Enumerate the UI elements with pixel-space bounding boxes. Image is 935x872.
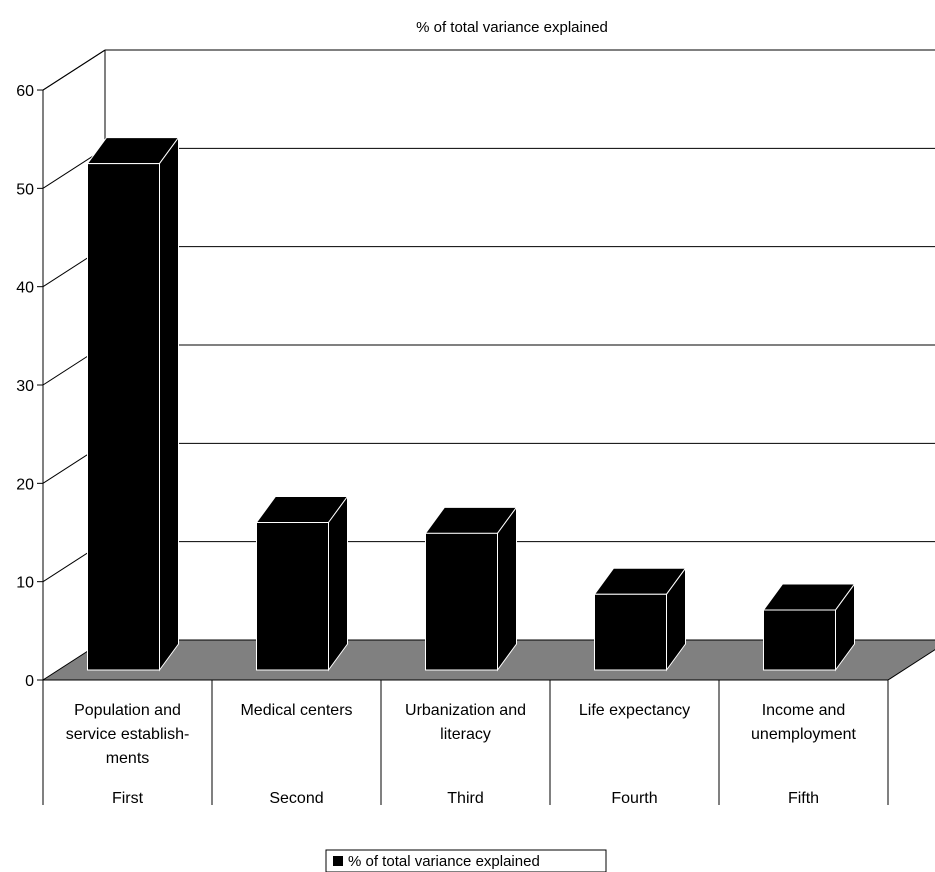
legend-swatch	[333, 856, 343, 866]
chart-title: % of total variance explained	[416, 19, 608, 36]
x-tick-label: Population and	[74, 702, 181, 719]
y-tick-label: 10	[16, 575, 34, 592]
y-tick-label: 40	[16, 280, 34, 297]
y-tick-label: 60	[16, 83, 34, 100]
y-tick-label: 20	[16, 476, 34, 493]
gridlines	[42, 49, 935, 583]
x-tick-label: literacy	[440, 726, 491, 743]
x-tick-label: Life expectancy	[579, 702, 690, 719]
y-axis: 0 10 20 30 40 50 60	[16, 83, 44, 690]
bar-side	[328, 494, 348, 672]
legend-label: % of total variance explained	[348, 853, 540, 870]
x-tick-label: unemployment	[751, 726, 857, 743]
legend: % of total variance explained	[325, 849, 607, 872]
bar-front	[425, 532, 498, 671]
bar	[593, 566, 687, 672]
bar-front	[763, 609, 836, 671]
bar-side	[159, 136, 179, 672]
x-group-label: First	[112, 790, 144, 807]
bar	[86, 136, 180, 672]
bar-side	[497, 505, 517, 672]
x-axis: Population and service establish-ments Fir…	[42, 680, 889, 807]
y-tick-label: 0	[25, 673, 34, 690]
x-tick-label: Medical centers	[240, 702, 352, 719]
side-gridline	[42, 49, 106, 91]
x-group-label: Fifth	[788, 790, 819, 807]
x-tick-label: service establish-	[66, 726, 190, 743]
x-group-label: Second	[269, 790, 323, 807]
bar	[424, 505, 518, 672]
x-tick-label: Income and	[762, 702, 846, 719]
bar-front	[256, 522, 329, 671]
bar-front	[594, 593, 667, 671]
bar	[762, 582, 856, 672]
x-tick-label: ments	[106, 750, 150, 767]
bars	[86, 136, 856, 672]
x-group-label: Fourth	[611, 790, 657, 807]
bar-front	[87, 163, 160, 671]
bar	[255, 494, 349, 672]
legend-box	[325, 849, 607, 872]
y-tick-label: 50	[16, 181, 34, 198]
y-tick-label: 30	[16, 378, 34, 395]
x-tick-label: Urbanization and	[405, 702, 526, 719]
x-group-label: Third	[447, 790, 483, 807]
